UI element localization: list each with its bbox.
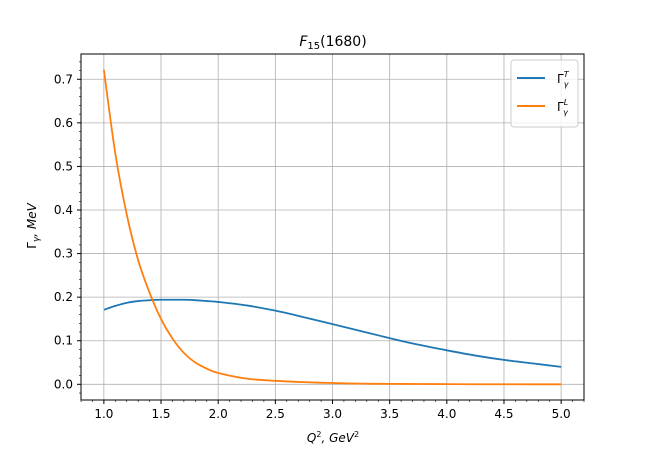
y-tick-label: 0.4 [54,203,73,217]
series-lines [102,69,562,386]
chart-title-rest: (1680) [320,34,367,50]
minor-ticks [79,61,585,402]
y-tick-label: 0.2 [54,290,73,304]
legend-label-transverse-sup: T [564,70,570,79]
legend-label-transverse-sub: γ [564,80,570,89]
x-tick-label: 4.0 [437,407,456,421]
x-tick-label: 2.5 [266,407,285,421]
legend-label-longitudinal-sup: L [564,98,568,107]
x-tick-label: 2.0 [209,407,228,421]
y-axis-title-rest: , MeV [25,202,39,236]
y-tick-label: 0.3 [54,247,73,261]
legend-box [510,59,579,128]
legend-label-transverse: ΓT γ [557,70,570,89]
series-transverse-line [103,298,562,368]
legend-label-longitudinal: ΓL γ [557,98,569,117]
x-tick-label: 5.0 [552,407,571,421]
legend-label-longitudinal-main: Γ [557,100,564,114]
chart-title: F15(1680) [299,34,366,52]
y-tick-label: 0.1 [54,334,73,348]
chart-title-sub: 15 [307,41,320,52]
y-tick-label: 0.0 [54,377,73,391]
x-tick-label: 1.0 [94,407,113,421]
x-axis-ticks: 1.0 1.5 2.0 2.5 3.0 3.5 4.0 4.5 5.0 [94,400,571,421]
y-axis-ticks: 0.0 0.1 0.2 0.3 0.4 0.5 0.6 0.7 [54,72,81,391]
y-axis-title: Γγ, MeV [25,202,42,248]
x-axis-title-sup2: 2 [354,430,359,439]
x-axis-title-mid: , GeV [321,431,354,445]
legend-label-longitudinal-sub: γ [563,108,569,117]
x-tick-label: 3.5 [380,407,399,421]
legend-label-transverse-main: Γ [557,72,564,86]
x-axis-title-sup: 2 [316,430,321,439]
x-axis-title: Q2, GeV2 [307,430,359,445]
y-tick-label: 0.7 [54,72,73,86]
y-axis-title-main: Γ [25,242,39,249]
y-axis-title-sub: γ [32,236,42,242]
y-tick-label: 0.6 [54,116,73,130]
series-longitudinal-line [102,69,562,386]
x-axis-title-main: Q [307,431,316,445]
x-tick-label: 4.5 [494,407,513,421]
y-tick-label: 0.5 [54,159,73,173]
x-tick-label: 3.0 [323,407,342,421]
legend: ΓT γ ΓL γ [510,59,579,128]
chart-title-main: F [299,34,308,50]
x-tick-label: 1.5 [151,407,170,421]
